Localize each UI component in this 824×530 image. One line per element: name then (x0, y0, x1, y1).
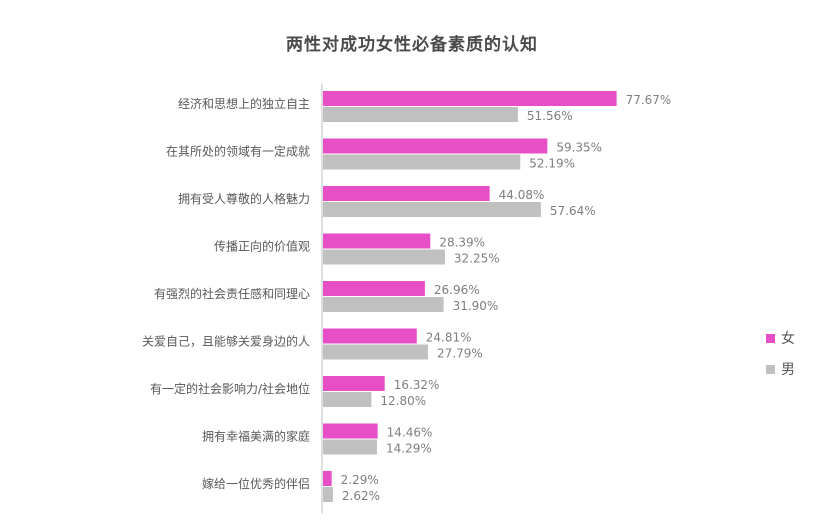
legend-item-male: 男 (766, 359, 795, 379)
bar-female (323, 281, 425, 296)
category-labels: 经济和思想上的独立自主在其所处的领域有一定成就拥有受人尊敬的人格魅力传播正向的价… (142, 96, 310, 491)
category-label: 拥有受人尊敬的人格魅力 (178, 191, 310, 206)
value-label: 31.90% (453, 299, 499, 313)
value-label: 59.35% (556, 141, 602, 155)
value-label: 52.19% (529, 157, 575, 171)
category-label: 嫁给一位优秀的伴侣 (202, 476, 310, 491)
legend: 女 男 (766, 328, 795, 390)
value-label: 44.08% (499, 188, 545, 202)
legend-swatch-male (766, 364, 775, 374)
bar-female (323, 91, 617, 106)
bar-female (323, 233, 431, 249)
bars (323, 91, 617, 502)
legend-label-male: 男 (781, 362, 795, 378)
bar-male (323, 202, 541, 217)
bar-female (323, 376, 385, 391)
category-label: 在其所处的领域有一定成就 (166, 144, 310, 159)
category-label: 传播正向的价值观 (214, 239, 310, 254)
legend-label-female: 女 (781, 331, 795, 347)
value-label: 2.62% (342, 489, 380, 503)
bar-male (323, 392, 372, 407)
category-label: 关爱自己，且能够关爱身边的人 (142, 334, 310, 349)
value-label: 24.81% (426, 331, 472, 345)
bar-male (323, 154, 521, 170)
category-label: 有一定的社会影响力/社会地位 (150, 381, 310, 396)
value-label: 14.29% (386, 442, 432, 456)
value-label: 77.67% (626, 93, 672, 107)
value-label: 12.80% (380, 394, 426, 408)
legend-item-female: 女 (766, 328, 795, 348)
bar-male (323, 297, 444, 312)
bar-female (323, 471, 332, 486)
value-label: 28.39% (439, 236, 485, 250)
category-label: 有强烈的社会责任感和同理心 (154, 286, 310, 301)
category-label: 经济和思想上的独立自主 (178, 96, 310, 111)
bar-male (323, 249, 445, 265)
value-label: 26.96% (434, 283, 480, 297)
value-label: 16.32% (394, 378, 440, 392)
bar-female (323, 186, 490, 201)
value-labels: 77.67% 51.56% 59.35% 52.19% 44.08% 57.64% 28.3… (341, 93, 672, 503)
value-label: 32.25% (454, 252, 500, 266)
value-label: 14.46% (387, 426, 433, 440)
bar-male (323, 487, 333, 502)
bar-female (323, 423, 378, 439)
value-label: 51.56% (527, 109, 573, 123)
category-label: 拥有幸福美满的家庭 (202, 429, 310, 444)
value-label: 2.29% (341, 473, 379, 487)
value-label: 57.64% (550, 204, 596, 218)
legend-swatch-female (766, 333, 775, 343)
bar-female (323, 138, 548, 154)
value-label: 27.79% (437, 347, 483, 361)
bar-female (323, 328, 417, 344)
chart-title: 两性对成功女性必备素质的认知 (286, 35, 538, 55)
bar-male (323, 344, 429, 360)
bar-male (323, 439, 378, 455)
bar-male (323, 107, 518, 122)
